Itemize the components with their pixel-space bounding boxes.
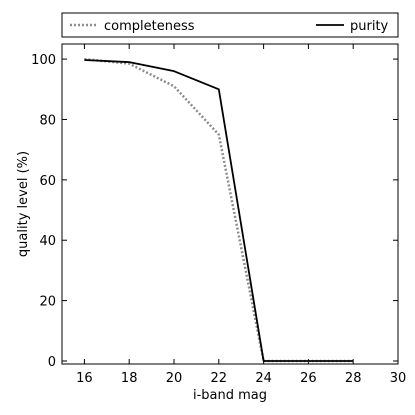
legend-label-completeness: completeness [104, 19, 195, 34]
y-tick-label: 80 [39, 113, 56, 128]
x-axis: 16 18 20 22 24 26 28 30 [76, 44, 406, 386]
x-axis-label: i-band mag [193, 388, 267, 403]
y-tick-label: 40 [39, 234, 56, 249]
x-tick-label: 18 [121, 371, 138, 386]
series-line-purity [84, 59, 354, 362]
plot-frame [61, 43, 399, 365]
legend-label-purity: purity [350, 19, 389, 34]
x-tick-label: 26 [300, 371, 317, 386]
x-tick-label: 28 [345, 371, 362, 386]
x-tick-label: 22 [211, 371, 228, 386]
y-tick-label: 20 [39, 295, 56, 310]
legend: completeness purity [61, 12, 399, 38]
y-tick-label: 0 [48, 355, 56, 370]
series-line-completeness [84, 57, 354, 363]
series-layer [84, 57, 354, 363]
y-axis: 0 20 40 60 80 100 [31, 53, 398, 370]
x-tick-label: 20 [166, 371, 183, 386]
x-tick-label: 30 [390, 371, 407, 386]
x-tick-label: 16 [76, 371, 93, 386]
y-tick-label: 100 [31, 53, 56, 68]
x-tick-label: 24 [255, 371, 272, 386]
y-axis-label: quality level (%) [16, 151, 31, 257]
y-tick-label: 60 [39, 174, 56, 189]
